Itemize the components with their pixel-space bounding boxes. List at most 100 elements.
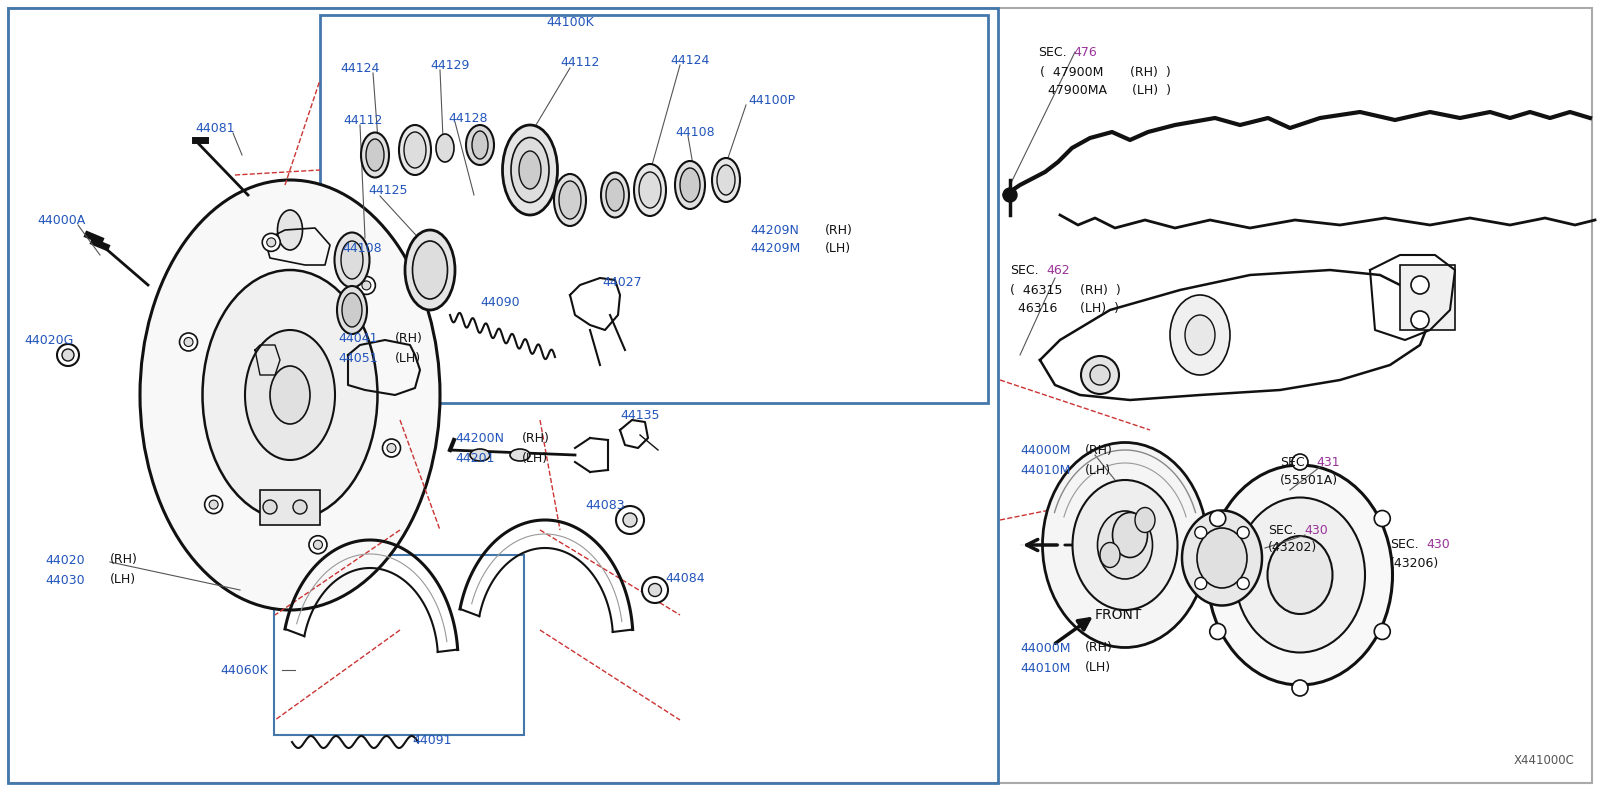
- Ellipse shape: [362, 281, 371, 290]
- Ellipse shape: [1374, 510, 1390, 527]
- Ellipse shape: [680, 168, 701, 202]
- Text: 44083: 44083: [586, 498, 624, 512]
- Ellipse shape: [141, 180, 440, 610]
- Text: 46316: 46316: [1010, 301, 1058, 315]
- Text: 44027: 44027: [602, 275, 642, 289]
- Text: (55501A): (55501A): [1280, 474, 1338, 486]
- Ellipse shape: [554, 174, 586, 226]
- Ellipse shape: [245, 330, 334, 460]
- Ellipse shape: [1101, 543, 1120, 567]
- Ellipse shape: [472, 131, 488, 159]
- Ellipse shape: [712, 158, 741, 202]
- Ellipse shape: [314, 540, 323, 549]
- Text: 44000A: 44000A: [37, 214, 85, 226]
- Ellipse shape: [466, 125, 494, 165]
- Ellipse shape: [1210, 510, 1226, 527]
- Ellipse shape: [616, 506, 645, 534]
- Text: 44100K: 44100K: [546, 16, 594, 28]
- Text: (LH)  ): (LH) ): [1080, 301, 1118, 315]
- Text: (LH): (LH): [522, 452, 549, 464]
- Ellipse shape: [602, 172, 629, 218]
- Ellipse shape: [398, 125, 430, 175]
- Text: FRONT: FRONT: [1094, 608, 1142, 622]
- Ellipse shape: [634, 164, 666, 216]
- Ellipse shape: [1411, 311, 1429, 329]
- Bar: [261, 490, 320, 525]
- Text: 44200N: 44200N: [454, 432, 504, 445]
- Ellipse shape: [1237, 527, 1250, 539]
- Text: X441000C: X441000C: [1514, 754, 1574, 766]
- Text: (RH): (RH): [826, 224, 853, 237]
- Ellipse shape: [184, 338, 194, 346]
- Text: SEC.: SEC.: [1390, 539, 1419, 551]
- Bar: [274, 555, 525, 735]
- Text: (  46315: ( 46315: [1010, 283, 1062, 297]
- Text: 44041: 44041: [338, 331, 378, 345]
- Text: 44112: 44112: [560, 55, 600, 69]
- Ellipse shape: [1182, 510, 1262, 605]
- Ellipse shape: [717, 165, 734, 195]
- Ellipse shape: [205, 496, 222, 513]
- Ellipse shape: [1112, 513, 1147, 558]
- Text: 44010M: 44010M: [1021, 464, 1070, 476]
- Text: 44091: 44091: [413, 733, 451, 747]
- Text: 44124: 44124: [341, 62, 379, 74]
- Ellipse shape: [58, 344, 78, 366]
- Ellipse shape: [334, 233, 370, 287]
- Text: 44060K: 44060K: [221, 664, 267, 676]
- Text: 44124: 44124: [670, 54, 709, 66]
- Ellipse shape: [366, 139, 384, 171]
- Ellipse shape: [1082, 356, 1118, 394]
- Ellipse shape: [203, 270, 378, 520]
- Ellipse shape: [1235, 498, 1365, 653]
- Text: 44084: 44084: [666, 572, 704, 585]
- Ellipse shape: [1003, 188, 1018, 202]
- Text: (RH): (RH): [1085, 642, 1114, 654]
- Ellipse shape: [62, 349, 74, 361]
- Ellipse shape: [638, 172, 661, 208]
- Ellipse shape: [413, 241, 448, 299]
- Ellipse shape: [342, 293, 362, 327]
- Ellipse shape: [1098, 511, 1152, 579]
- Text: (RH): (RH): [395, 331, 422, 345]
- Ellipse shape: [1293, 454, 1309, 470]
- Ellipse shape: [277, 210, 302, 250]
- Text: 44100P: 44100P: [749, 93, 795, 107]
- Ellipse shape: [1195, 527, 1206, 539]
- Ellipse shape: [1072, 480, 1178, 610]
- Ellipse shape: [1195, 577, 1206, 589]
- Text: 44090: 44090: [480, 296, 520, 308]
- Ellipse shape: [1267, 536, 1333, 614]
- Text: 44000M: 44000M: [1021, 444, 1070, 456]
- Ellipse shape: [470, 449, 490, 461]
- Ellipse shape: [1170, 295, 1230, 375]
- Text: (43202): (43202): [1267, 542, 1317, 554]
- Ellipse shape: [357, 276, 376, 294]
- Ellipse shape: [210, 500, 218, 509]
- Text: 44010M: 44010M: [1021, 661, 1070, 675]
- Ellipse shape: [518, 151, 541, 189]
- Bar: [1400, 265, 1454, 330]
- Text: (RH)  ): (RH) ): [1080, 283, 1120, 297]
- Ellipse shape: [1186, 315, 1214, 355]
- Text: SEC.: SEC.: [1038, 46, 1067, 59]
- Ellipse shape: [405, 230, 454, 310]
- Ellipse shape: [293, 500, 307, 514]
- Ellipse shape: [387, 444, 395, 452]
- Text: (RH): (RH): [110, 554, 138, 566]
- Ellipse shape: [405, 132, 426, 168]
- Ellipse shape: [1411, 276, 1429, 294]
- Ellipse shape: [270, 366, 310, 424]
- Ellipse shape: [1374, 623, 1390, 639]
- Ellipse shape: [267, 238, 275, 247]
- Text: (43206): (43206): [1390, 557, 1440, 570]
- Ellipse shape: [362, 133, 389, 177]
- Ellipse shape: [262, 233, 280, 252]
- Text: 44128: 44128: [448, 112, 488, 124]
- Text: (LH): (LH): [1085, 464, 1110, 476]
- Text: (RH)  ): (RH) ): [1130, 66, 1171, 78]
- Text: 430: 430: [1304, 524, 1328, 536]
- Text: SEC.: SEC.: [1010, 263, 1038, 277]
- Text: (LH): (LH): [110, 573, 136, 586]
- Text: 44135: 44135: [621, 408, 659, 422]
